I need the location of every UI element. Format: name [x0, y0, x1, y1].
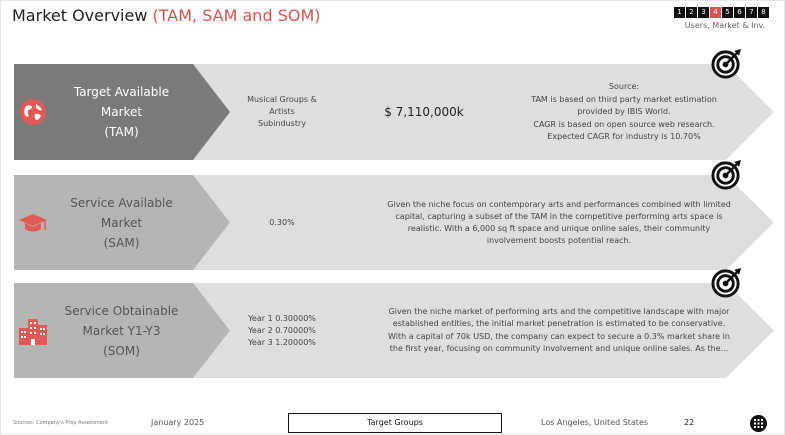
som-description-arrow [332, 283, 774, 378]
footer-date: January 2025 [151, 418, 205, 427]
tam-label-arrow [14, 64, 230, 160]
nav-page-8[interactable]: 8 [758, 7, 769, 18]
sam-row: Service Available Market (SAM) 0.30% Given… [14, 175, 774, 270]
target-icon [711, 159, 742, 190]
nav-page-2[interactable]: 2 [686, 7, 697, 18]
sam-description-arrow [332, 175, 774, 270]
tam-source-text: Source: TAM is based on third party marke… [531, 81, 717, 141]
som-label-arrow [14, 283, 230, 378]
buildings-icon [16, 314, 50, 348]
tam-label: Target Available Market (TAM) [73, 85, 170, 139]
sam-percentage: 0.30% [269, 217, 295, 227]
page-number: 22 [684, 418, 695, 427]
nav-page-3[interactable]: 3 [698, 7, 709, 18]
section-nav: 1 2 3 4 5 6 7 8 [674, 7, 769, 18]
page-title-accent: (TAM, SAM and SOM) [152, 6, 321, 25]
som-label: Service Obtainable Market Y1-Y3 (SOM) [64, 303, 179, 358]
sam-description: Given the niche focus on contemporary ar… [387, 199, 731, 245]
footer-location: Los Angeles, United States [541, 418, 649, 427]
nav-page-6[interactable]: 6 [734, 7, 745, 18]
nav-page-5[interactable]: 5 [722, 7, 733, 18]
footer-section-label: Target Groups [288, 413, 502, 433]
globe-icon [16, 95, 50, 129]
nav-page-4[interactable]: 4 [710, 7, 721, 18]
tam-source-arrow [472, 64, 774, 160]
tam-subindustry-text: Musical Groups & Artists Subindustry [247, 95, 317, 128]
som-yearly-shares: Year 1 0.30000% Year 2 0.70000% Year 3 1.2… [248, 313, 316, 347]
nav-section-label: Users, Market & Inv. [684, 21, 766, 30]
sam-label-arrow [14, 175, 230, 270]
footer-sources: Sources: Company's Prop Assessment [13, 420, 109, 426]
som-row: Service Obtainable Market Y1-Y3 (SOM) Year… [14, 283, 774, 378]
sam-label: Service Available Market (SAM) [70, 195, 173, 250]
company-logo-icon [750, 415, 767, 432]
target-icon [711, 48, 742, 79]
nav-page-7[interactable]: 7 [746, 7, 757, 18]
tam-value: $ 7,110,000k [384, 105, 464, 119]
page-title: Market Overview (TAM, SAM and SOM) [12, 6, 321, 25]
graduation-cap-icon [16, 206, 50, 240]
som-description: Given the niche market of performing art… [388, 306, 730, 354]
nav-page-1[interactable]: 1 [674, 7, 685, 18]
tam-row: Target Available Market (TAM) Musical Grou… [14, 64, 774, 160]
target-icon [711, 267, 742, 298]
